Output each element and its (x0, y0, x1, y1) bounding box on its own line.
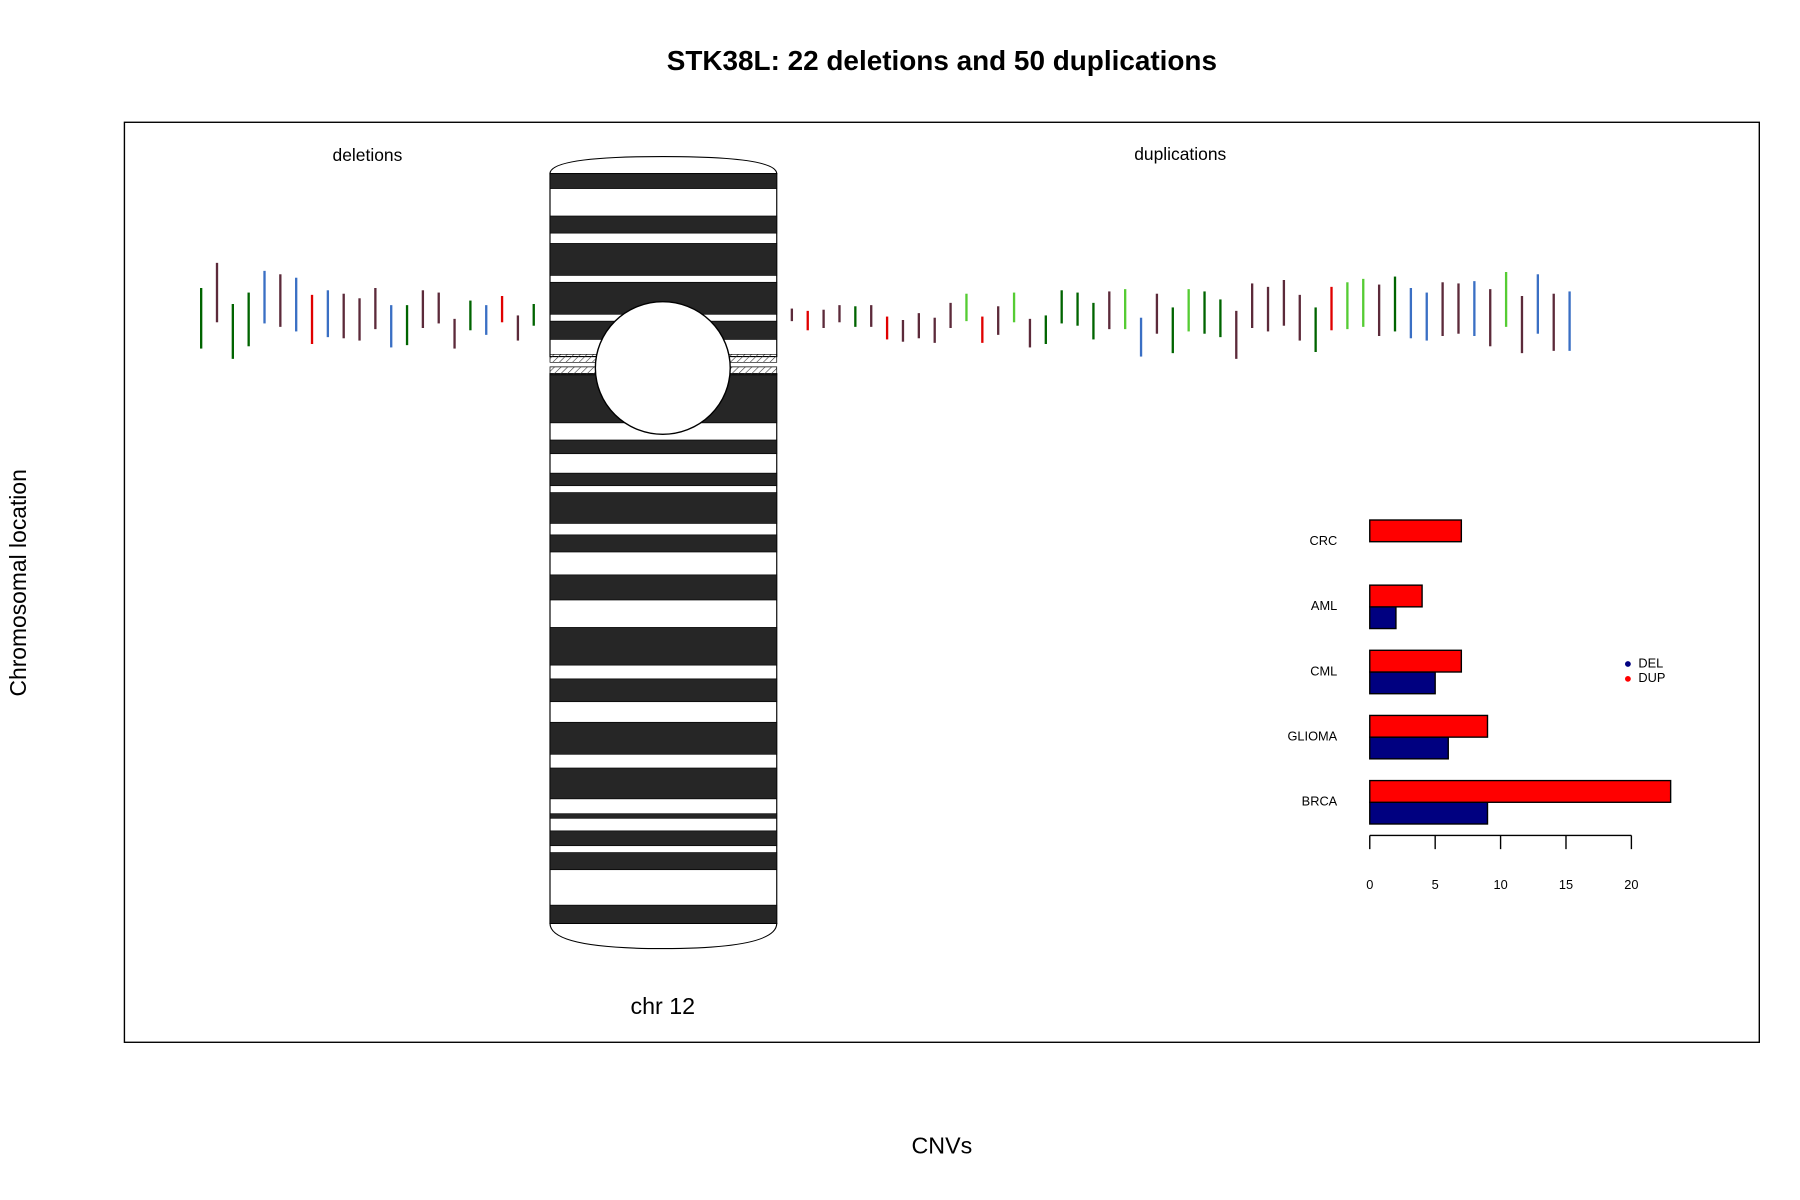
legend-label: DUP (1638, 671, 1665, 685)
chromosome-band (549, 830, 778, 847)
plot-frame (123, 121, 1760, 1043)
centromere (594, 301, 731, 435)
legend-marker (1625, 661, 1631, 667)
bar (1369, 801, 1489, 825)
chromosome-band (549, 721, 778, 755)
chromosome-band (549, 767, 778, 800)
chromosome-band (549, 534, 778, 553)
chromosome-band (549, 492, 778, 524)
annotation: chr 12 (630, 993, 695, 1019)
x-axis-label: CNVs (912, 1133, 973, 1159)
annotation: duplications (1134, 144, 1226, 164)
bar (1369, 649, 1463, 673)
chromosome-band (549, 627, 778, 666)
chromosome-cap (549, 922, 778, 950)
chromosome-band (549, 173, 778, 189)
chromosome-ideogram (549, 155, 778, 950)
bar (1369, 584, 1423, 608)
x-tick-label: 0 (1366, 878, 1373, 892)
y-axis-label: Chromosomal location (5, 469, 31, 696)
chromosome-band (549, 439, 778, 455)
chromosome-band (549, 215, 778, 234)
chromosome-band (549, 472, 778, 487)
x-tick-label: 5 (1432, 878, 1439, 892)
chart-title: STK38L: 22 deletions and 50 duplications (667, 45, 1217, 76)
legend-label: DEL (1638, 656, 1663, 670)
chromosome-band (549, 852, 778, 871)
y-tick-label: CML (1310, 664, 1337, 678)
chromosome-band (549, 243, 778, 276)
y-tick-label: CRC (1310, 534, 1338, 548)
legend-marker (1625, 676, 1631, 682)
y-tick-label: AML (1311, 599, 1337, 613)
bar (1369, 671, 1436, 695)
chromosome-band (549, 904, 778, 924)
chromosome-band (549, 678, 778, 703)
chromosome-band (549, 813, 778, 819)
chromosome-cap (549, 155, 778, 175)
bar (1369, 606, 1397, 630)
chromosome-band (549, 574, 778, 601)
bar (1369, 736, 1449, 760)
bar (1369, 519, 1463, 543)
x-tick-label: 10 (1493, 878, 1507, 892)
bar (1369, 779, 1672, 803)
x-tick-label: 15 (1559, 878, 1573, 892)
y-tick-label: GLIOMA (1287, 730, 1337, 744)
x-tick-label: 20 (1624, 878, 1638, 892)
annotation: deletions (333, 145, 403, 165)
cnv-segments (200, 262, 1571, 359)
bar (1369, 714, 1489, 738)
y-tick-label: BRCA (1302, 795, 1338, 809)
